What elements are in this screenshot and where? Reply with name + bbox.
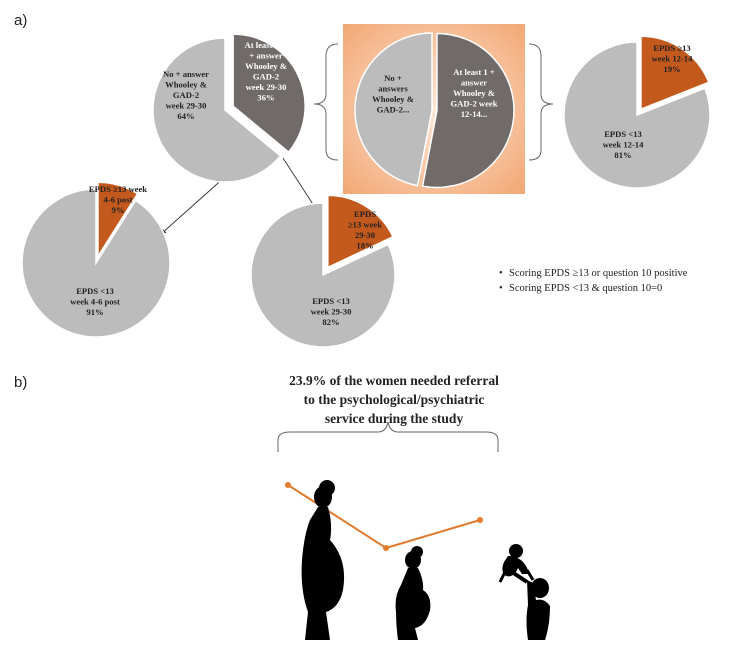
legend-item: Scoring EPDS <13 & question 10=0 <box>497 281 687 296</box>
pregnant-woman-icon <box>395 546 431 640</box>
left-brace <box>313 43 339 161</box>
pregnant-woman-icon <box>301 480 345 640</box>
pie-slice <box>640 35 710 111</box>
right-brace <box>528 43 554 161</box>
trend-point <box>285 482 291 488</box>
pie-slice-label: EPDS <13 week 12-14 81% <box>603 129 645 160</box>
legend: Scoring EPDS ≥13 or question 10 positive… <box>497 266 687 296</box>
pie-slice <box>21 188 171 338</box>
pie-slice <box>250 202 396 348</box>
pie-slice <box>97 181 139 259</box>
pie-charts: No + answer Whooley & GAD-2 week 29-30 64% At… <box>21 32 711 348</box>
pie-slice-label: At least one + answer Whooley & GAD-2 week 2… <box>245 40 288 103</box>
pie-slice-label: EPDS <13 week 4-6 post 91% <box>70 286 120 317</box>
bottom-brace <box>277 421 499 452</box>
legend-item: Scoring EPDS ≥13 or question 10 positive <box>497 266 687 281</box>
headline-line: to the psychological/psychiatric <box>303 392 485 407</box>
trend-point <box>383 545 389 551</box>
pie-slice-label: EPDS ≥13 week 12-14 19% <box>652 43 694 74</box>
panel-b-label: b) <box>14 374 28 391</box>
pie-slice <box>152 37 282 183</box>
headline-line: 23.9% of the women needed referral <box>289 373 499 388</box>
pie-slice-label: EPDS ≥13 week 29-30 18% <box>348 209 382 251</box>
mother-with-baby-icon <box>498 544 550 640</box>
pie-slice-label: EPDS ≥13 week 4-6 post 9% <box>89 184 147 215</box>
arrow-to-week-29-30 <box>282 157 319 213</box>
referral-headline: 23.9% of the women needed referral to th… <box>244 371 544 428</box>
panel-a-label: a) <box>14 12 28 29</box>
pie-slice-label: At least 1 + answer Whooley & GAD-2 week 12-… <box>450 67 497 119</box>
pie-slice-label: No + answer Whooley & GAD-2 week 29-30 64% <box>163 69 209 121</box>
pie-slice <box>563 41 711 189</box>
pie-slice <box>421 32 515 189</box>
pie-slice-label: EPDS <13 week 29-30 82% <box>311 296 352 327</box>
pie-slice <box>232 33 306 154</box>
pie-slice-label: No + answers Whooley & GAD-2... <box>372 73 414 115</box>
trend-point <box>477 517 483 523</box>
headline-line: service during the study <box>324 411 464 426</box>
pie-slice <box>354 32 433 187</box>
pie-slice <box>327 194 394 269</box>
